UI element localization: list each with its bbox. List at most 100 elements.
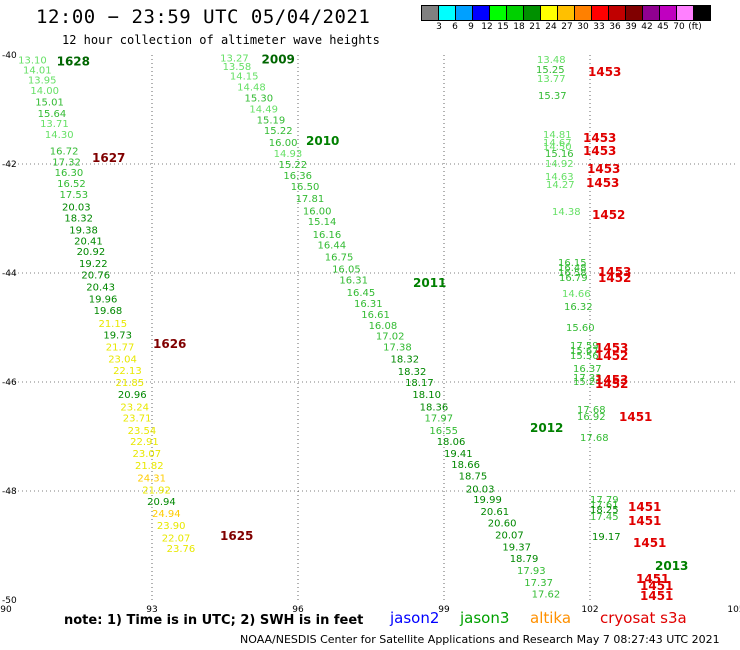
swh-value: 16.32 xyxy=(564,302,593,313)
swh-value: 23.04 xyxy=(108,355,137,366)
swh-value: 19.38 xyxy=(69,225,98,236)
swh-value: 15.56 xyxy=(570,351,599,362)
swh-value: 19.37 xyxy=(502,543,531,554)
legend-label: 18 xyxy=(513,22,525,32)
x-tick-label: 96 xyxy=(292,605,304,615)
swh-value: 20.96 xyxy=(118,390,147,401)
swh-value: 15.30 xyxy=(244,94,273,105)
swh-value: 21.92 xyxy=(142,485,171,496)
y-tick-label: -42 xyxy=(2,160,17,170)
swh-value: 16.30 xyxy=(55,168,84,179)
swh-value: 15.25 xyxy=(536,65,565,76)
swh-value: 18.32 xyxy=(390,355,419,366)
swh-value: 17.33 xyxy=(573,373,602,384)
page-subtitle: 12 hour collection of altimeter wave hei… xyxy=(62,33,380,47)
track-time-label: 1452 xyxy=(595,377,628,391)
swh-value: 19.17 xyxy=(592,532,621,543)
sat-altika: altika xyxy=(530,609,572,627)
swh-value: 16.08 xyxy=(369,321,398,332)
track-time-label: 1452 xyxy=(592,208,625,222)
x-tick-label: 102 xyxy=(581,605,598,615)
swh-value: 14.50 xyxy=(543,142,572,153)
swh-value: 15.16 xyxy=(545,149,574,160)
track-time-label: 2013 xyxy=(655,559,688,573)
swh-value: 16.44 xyxy=(317,241,346,252)
swh-value: 19.96 xyxy=(89,295,118,306)
swh-value: 16.36 xyxy=(283,171,312,182)
swh-value: 14.15 xyxy=(230,72,259,83)
track-time-label: 1452 xyxy=(595,349,628,363)
swh-value: 23.07 xyxy=(133,449,162,460)
swh-value: 17.68 xyxy=(577,405,606,416)
swh-value: 20.43 xyxy=(86,283,115,294)
legend-label: 12 xyxy=(481,22,493,32)
swh-value: 21.77 xyxy=(106,343,135,354)
swh-value: 19.41 xyxy=(444,449,473,460)
swh-value: 15.37 xyxy=(538,91,567,102)
sat-jason3: jason3 xyxy=(460,609,510,627)
swh-value: 15.19 xyxy=(257,115,286,126)
swh-value: 14.38 xyxy=(552,207,581,218)
swh-value: 17.93 xyxy=(517,566,546,577)
x-tick-label: 99 xyxy=(438,605,450,615)
swh-value: 18.06 xyxy=(437,437,466,448)
swh-value: 20.60 xyxy=(488,519,517,530)
legend-label: 24 xyxy=(545,22,557,32)
track-time-label: 1453 xyxy=(587,162,620,176)
swh-value: 18.10 xyxy=(412,390,441,401)
legend-label: 39 xyxy=(625,22,637,32)
track-time-label: 2009 xyxy=(262,53,295,67)
page-title: 12:00 − 23:59 UTC 05/04/2021 xyxy=(36,6,371,28)
swh-value: 16.16 xyxy=(313,230,342,241)
track-time-label: 1453 xyxy=(583,131,616,145)
swh-value: 16.00 xyxy=(269,138,298,149)
swh-value: 18.25 xyxy=(590,505,619,516)
swh-value: 14.81 xyxy=(543,130,572,141)
track-time-label: 1452 xyxy=(598,271,631,285)
y-tick-label: -50 xyxy=(2,596,17,606)
swh-value: 21.85 xyxy=(116,378,145,389)
swh-value: 24.31 xyxy=(137,473,166,484)
swh-value: 20.94 xyxy=(147,497,176,508)
y-tick-label: -40 xyxy=(2,51,17,61)
swh-value: 13.48 xyxy=(537,55,566,66)
track-time-label: 1451 xyxy=(640,589,673,603)
x-tick-label: 93 xyxy=(146,605,157,615)
legend-label: 27 xyxy=(561,22,573,32)
swh-value: 17.02 xyxy=(376,332,405,343)
swh-value: 18.66 xyxy=(451,460,480,471)
legend-label: 45 xyxy=(657,22,669,32)
swh-value: 16.15 xyxy=(558,258,587,269)
swh-value: 21.82 xyxy=(135,461,164,472)
swh-value: 16.48 xyxy=(558,263,587,274)
swh-value: 15.60 xyxy=(566,323,595,334)
swh-value: 23.90 xyxy=(157,521,186,532)
swh-value: 14.49 xyxy=(249,104,278,115)
swh-value: 16.37 xyxy=(573,364,602,375)
y-tick-label: -44 xyxy=(2,269,17,279)
swh-value: 15.14 xyxy=(308,217,337,228)
swh-value: 20.03 xyxy=(62,203,91,214)
track-time-label: 1453 xyxy=(588,65,621,79)
track-time-label: 1453 xyxy=(583,144,616,158)
swh-value: 17.61 xyxy=(590,500,619,511)
track-time-label: 1627 xyxy=(92,151,125,165)
swh-value: 15.22 xyxy=(264,126,293,137)
track-time-label: 1628 xyxy=(57,54,90,68)
swh-value: 18.79 xyxy=(510,554,539,565)
legend-label: 33 xyxy=(593,22,605,32)
swh-value: 13.77 xyxy=(537,74,566,85)
sat-cryosat: cryosat s3a xyxy=(600,609,687,627)
swh-value: 17.37 xyxy=(524,578,553,589)
track-time-label: 1451 xyxy=(633,536,666,550)
swh-value: 16.72 xyxy=(50,146,79,157)
swh-value: 15.24 xyxy=(573,377,602,388)
track-time-label: 1451 xyxy=(628,514,661,528)
swh-value: 17.38 xyxy=(383,343,412,354)
legend-label: 70 xyxy=(673,22,685,32)
swh-value: 20.76 xyxy=(81,271,110,282)
swh-value: 22.13 xyxy=(113,366,142,377)
swh-value: 17.79 xyxy=(590,495,619,506)
swh-value: 19.99 xyxy=(473,495,502,506)
legend-swatch xyxy=(693,5,711,21)
